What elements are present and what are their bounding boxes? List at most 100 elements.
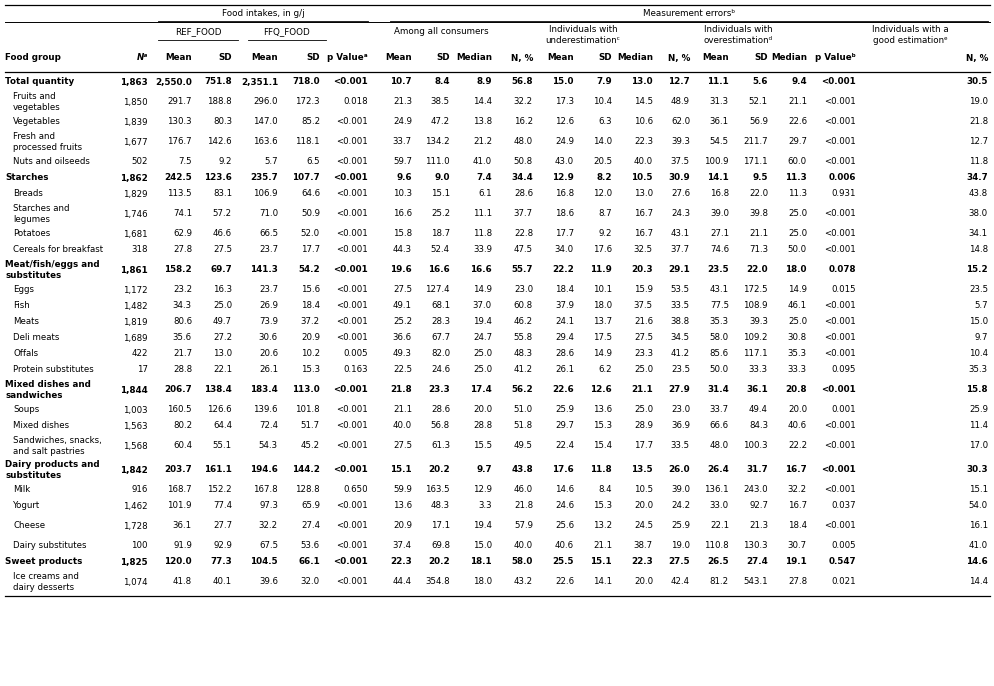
Text: 188.8: 188.8	[208, 97, 232, 106]
Text: 38.5: 38.5	[430, 97, 450, 106]
Text: 152.2: 152.2	[208, 486, 232, 495]
Text: 25.0: 25.0	[788, 209, 807, 219]
Text: 54.5: 54.5	[710, 137, 729, 147]
Text: 29.1: 29.1	[668, 265, 690, 274]
Text: 25.6: 25.6	[555, 521, 574, 530]
Text: 22.4: 22.4	[555, 442, 574, 451]
Text: 15.1: 15.1	[590, 558, 612, 567]
Text: 39.0: 39.0	[710, 209, 729, 219]
Text: 85.2: 85.2	[301, 117, 320, 126]
Text: 18.7: 18.7	[430, 230, 450, 239]
Text: 66.5: 66.5	[258, 230, 278, 239]
Text: 21.1: 21.1	[788, 97, 807, 106]
Text: 127.4: 127.4	[425, 285, 450, 294]
Text: 235.7: 235.7	[250, 174, 278, 182]
Text: 23.7: 23.7	[258, 285, 278, 294]
Text: 1,003: 1,003	[123, 405, 148, 414]
Text: 48.9: 48.9	[671, 97, 690, 106]
Text: Median: Median	[771, 54, 807, 62]
Text: 1,819: 1,819	[123, 318, 148, 327]
Text: <0.001: <0.001	[824, 442, 856, 451]
Text: 77.3: 77.3	[211, 558, 232, 567]
Text: 32.2: 32.2	[514, 97, 533, 106]
Text: 92.9: 92.9	[213, 541, 232, 550]
Text: Mixed dishes: Mixed dishes	[13, 421, 70, 431]
Text: 43.0: 43.0	[555, 158, 574, 167]
Text: 1,462: 1,462	[123, 501, 148, 510]
Text: 92.7: 92.7	[749, 501, 768, 510]
Text: 17.7: 17.7	[634, 442, 653, 451]
Text: <0.001: <0.001	[336, 405, 368, 414]
Text: 37.5: 37.5	[634, 302, 653, 311]
Text: 17.7: 17.7	[301, 246, 320, 255]
Text: 13.6: 13.6	[393, 501, 412, 510]
Text: 38.0: 38.0	[969, 209, 988, 219]
Text: 117.1: 117.1	[744, 349, 768, 359]
Text: 100: 100	[131, 541, 148, 550]
Text: <0.001: <0.001	[336, 117, 368, 126]
Text: 25.0: 25.0	[634, 405, 653, 414]
Text: 751.8: 751.8	[205, 78, 232, 86]
Text: Eggs: Eggs	[13, 285, 34, 294]
Text: Cheese: Cheese	[13, 521, 45, 530]
Text: 29.4: 29.4	[555, 333, 574, 342]
Text: 15.2: 15.2	[966, 265, 988, 274]
Text: 194.6: 194.6	[250, 466, 278, 475]
Text: 91.9: 91.9	[173, 541, 192, 550]
Text: 60.8: 60.8	[514, 302, 533, 311]
Text: 21.1: 21.1	[592, 541, 612, 550]
Text: 1,568: 1,568	[123, 442, 148, 451]
Text: 126.6: 126.6	[208, 405, 232, 414]
Text: 23.5: 23.5	[708, 265, 729, 274]
Text: 158.2: 158.2	[164, 265, 192, 274]
Text: 64.6: 64.6	[301, 189, 320, 198]
Text: 39.8: 39.8	[749, 209, 768, 219]
Text: 11.1: 11.1	[708, 78, 729, 86]
Text: 68.1: 68.1	[430, 302, 450, 311]
Text: 9.5: 9.5	[752, 174, 768, 182]
Text: 14.1: 14.1	[592, 578, 612, 587]
Text: 60.4: 60.4	[173, 442, 192, 451]
Text: <0.001: <0.001	[336, 501, 368, 510]
Text: 48.0: 48.0	[710, 442, 729, 451]
Text: 57.2: 57.2	[213, 209, 232, 219]
Text: 23.2: 23.2	[173, 285, 192, 294]
Text: 82.0: 82.0	[430, 349, 450, 359]
Text: 10.2: 10.2	[301, 349, 320, 359]
Text: 17.7: 17.7	[555, 230, 574, 239]
Text: 33.5: 33.5	[671, 442, 690, 451]
Text: 6.2: 6.2	[598, 366, 612, 375]
Text: 52.1: 52.1	[748, 97, 768, 106]
Text: 35.3: 35.3	[710, 318, 729, 327]
Text: 20.9: 20.9	[393, 521, 412, 530]
Text: SD: SD	[436, 54, 450, 62]
Text: 1,850: 1,850	[123, 97, 148, 106]
Text: 72.4: 72.4	[258, 421, 278, 431]
Text: 19.4: 19.4	[473, 318, 492, 327]
Text: 113.5: 113.5	[167, 189, 192, 198]
Text: 31.4: 31.4	[708, 386, 729, 394]
Text: 25.2: 25.2	[393, 318, 412, 327]
Text: 40.0: 40.0	[514, 541, 533, 550]
Text: 15.1: 15.1	[391, 466, 412, 475]
Text: 160.5: 160.5	[167, 405, 192, 414]
Text: 27.5: 27.5	[634, 333, 653, 342]
Text: 16.6: 16.6	[393, 209, 412, 219]
Text: 39.3: 39.3	[749, 318, 768, 327]
Text: 27.4: 27.4	[301, 521, 320, 530]
Text: 9.7: 9.7	[974, 333, 988, 342]
Text: <0.001: <0.001	[824, 158, 856, 167]
Text: 28.8: 28.8	[473, 421, 492, 431]
Text: 183.4: 183.4	[250, 386, 278, 394]
Text: 22.6: 22.6	[788, 117, 807, 126]
Text: 42.4: 42.4	[671, 578, 690, 587]
Text: 12.7: 12.7	[668, 78, 690, 86]
Text: 0.095: 0.095	[832, 366, 856, 375]
Text: 26.0: 26.0	[668, 466, 690, 475]
Text: 41.8: 41.8	[173, 578, 192, 587]
Text: 28.6: 28.6	[555, 349, 574, 359]
Text: 17.6: 17.6	[553, 466, 574, 475]
Text: 37.7: 37.7	[671, 246, 690, 255]
Text: 21.1: 21.1	[748, 230, 768, 239]
Text: 14.0: 14.0	[592, 137, 612, 147]
